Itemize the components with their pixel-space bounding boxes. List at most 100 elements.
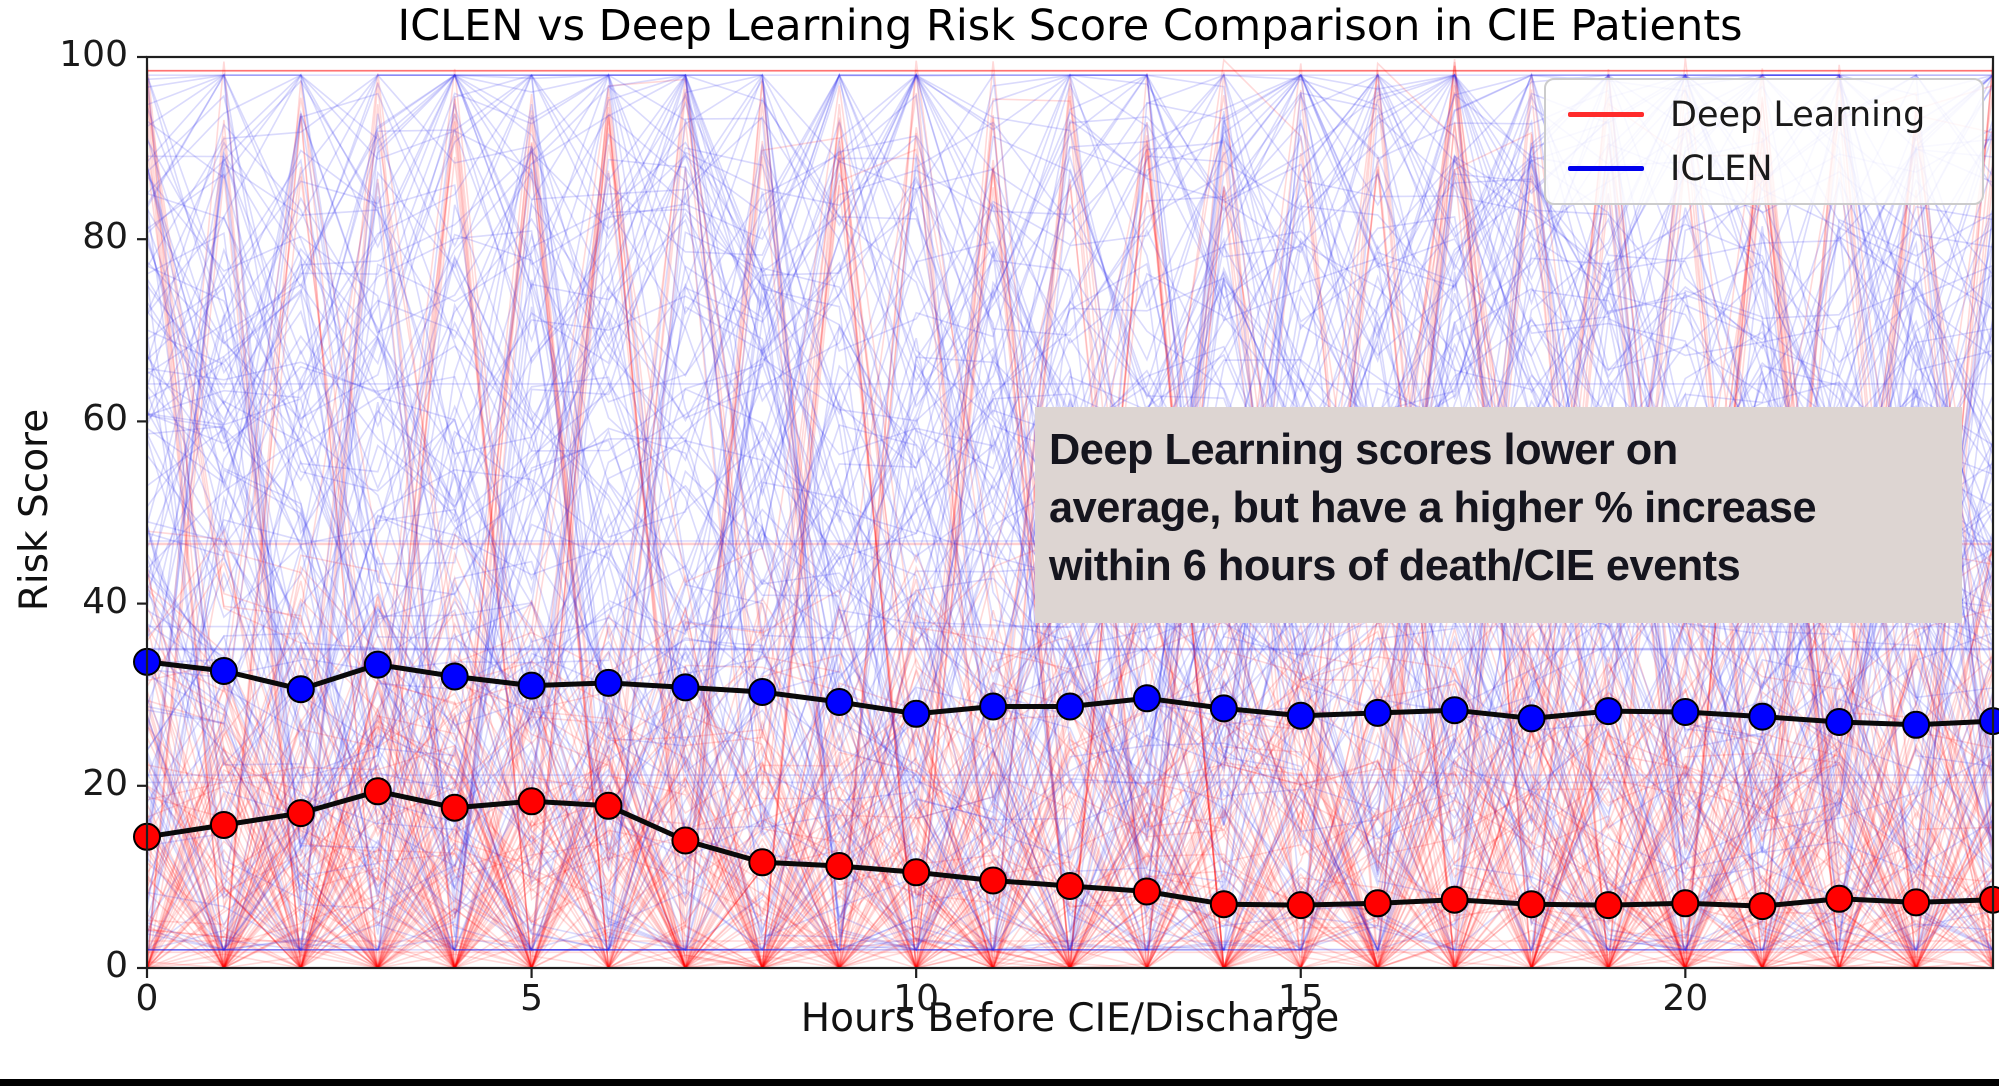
- patient-line: [147, 73, 1993, 899]
- patient-line: [147, 72, 1993, 895]
- patient-line: [147, 73, 1993, 968]
- patient-line: [147, 61, 1993, 968]
- mean-marker: [594, 668, 623, 697]
- patient-line: [147, 782, 1993, 968]
- patient-line: [147, 137, 1993, 968]
- patient-line: [147, 100, 1993, 951]
- patient-line: [147, 63, 1993, 968]
- patient-line: [147, 530, 1993, 968]
- x-tick-label: 5: [520, 978, 544, 1019]
- patient-line: [147, 74, 1993, 952]
- mean-marker: [209, 657, 238, 685]
- patient-line: [147, 77, 1993, 951]
- patient-line: [147, 74, 1993, 951]
- mean-marker: [363, 777, 392, 806]
- patient-line: [147, 162, 1993, 865]
- patient-line: [147, 119, 1993, 968]
- patient-line: [147, 763, 1993, 968]
- patient-line: [147, 483, 1993, 951]
- patient-line: [147, 78, 1993, 968]
- patient-line: [147, 113, 1993, 968]
- y-tick-label: 20: [82, 762, 128, 804]
- y-tick-label: 100: [59, 34, 128, 75]
- patient-line: [147, 138, 1993, 917]
- patient-line: [147, 122, 1993, 968]
- patient-line: [147, 74, 1993, 951]
- patient-line: [147, 692, 1993, 968]
- patient-line: [147, 92, 1993, 968]
- annotation-box: Deep Learning scores lower on average, b…: [1035, 407, 1962, 623]
- patient-line: [147, 73, 1993, 968]
- mean-marker: [1748, 892, 1777, 921]
- chart-title: ICLEN vs Deep Learning Risk Score Compar…: [397, 1, 1743, 51]
- mean-marker: [671, 826, 700, 855]
- patient-line: [147, 266, 1993, 907]
- y-tick-label: 80: [82, 216, 128, 258]
- patient-line: [147, 73, 1993, 896]
- patient-line: [147, 72, 1993, 951]
- patient-line: [147, 73, 1993, 928]
- mean-marker: [1440, 885, 1469, 914]
- x-tick-label: 0: [135, 978, 159, 1019]
- mean-marker: [517, 671, 546, 700]
- patient-line: [147, 117, 1993, 968]
- patient-line: [147, 92, 1993, 953]
- patient-line: [147, 682, 1993, 968]
- patient-line: [147, 151, 1993, 968]
- patient-line: [147, 175, 1993, 968]
- patient-line: [147, 156, 1993, 968]
- mean-marker: [1132, 684, 1161, 713]
- patient-line: [147, 711, 1993, 968]
- patient-line: [147, 74, 1993, 951]
- mean-marker: [594, 791, 623, 820]
- legend-label: Deep Learning: [1670, 94, 1926, 135]
- patient-line: [147, 74, 1993, 951]
- patient-line: [147, 771, 1993, 968]
- mean-marker: [979, 692, 1008, 721]
- mean-marker: [440, 793, 469, 822]
- patient-line: [147, 832, 1993, 968]
- mean-marker: [1517, 890, 1546, 919]
- legend-line-swatch: [1568, 166, 1644, 171]
- patient-line: [147, 586, 1993, 968]
- x-tick-label: 20: [1662, 978, 1709, 1019]
- mean-marker: [748, 848, 777, 877]
- patient-line: [147, 437, 1993, 953]
- patient-line: [147, 73, 1993, 952]
- legend-item: ICLEN: [1568, 149, 1960, 189]
- mean-marker: [1594, 891, 1623, 920]
- patient-line: [147, 74, 1993, 951]
- patient-line: [147, 160, 1993, 968]
- mean-marker: [748, 678, 777, 706]
- legend-line-swatch: [1568, 112, 1644, 117]
- mean-marker: [1825, 884, 1854, 913]
- mean-marker: [979, 866, 1008, 895]
- patient-line: [147, 72, 1993, 951]
- patient-line: [147, 121, 1993, 968]
- patient-line: [147, 420, 1993, 952]
- patient-line: [147, 560, 1993, 968]
- patient-line: [147, 170, 1993, 968]
- patient-line: [147, 58, 1993, 968]
- patient-line: [147, 591, 1993, 968]
- patient-line: [147, 58, 1993, 968]
- patient-line: [147, 171, 1993, 968]
- patient-line: [147, 176, 1993, 968]
- patient-line: [147, 89, 1993, 968]
- y-tick-label: 60: [82, 398, 128, 440]
- patient-line: [147, 626, 1993, 968]
- y-tick-label: 0: [105, 945, 128, 986]
- patient-line: [147, 73, 1993, 836]
- patient-line: [147, 62, 1993, 968]
- patient-line: [147, 121, 1993, 968]
- patient-line: [147, 93, 1993, 968]
- patient-line: [147, 74, 1993, 951]
- mean-marker: [286, 675, 315, 704]
- mean-series-iclen: [133, 647, 1999, 739]
- patient-line: [147, 73, 1993, 952]
- patient-line: [147, 74, 1993, 900]
- mean-marker: [1209, 694, 1238, 723]
- y-tick-label: 40: [82, 580, 128, 622]
- patient-line: [147, 61, 1993, 968]
